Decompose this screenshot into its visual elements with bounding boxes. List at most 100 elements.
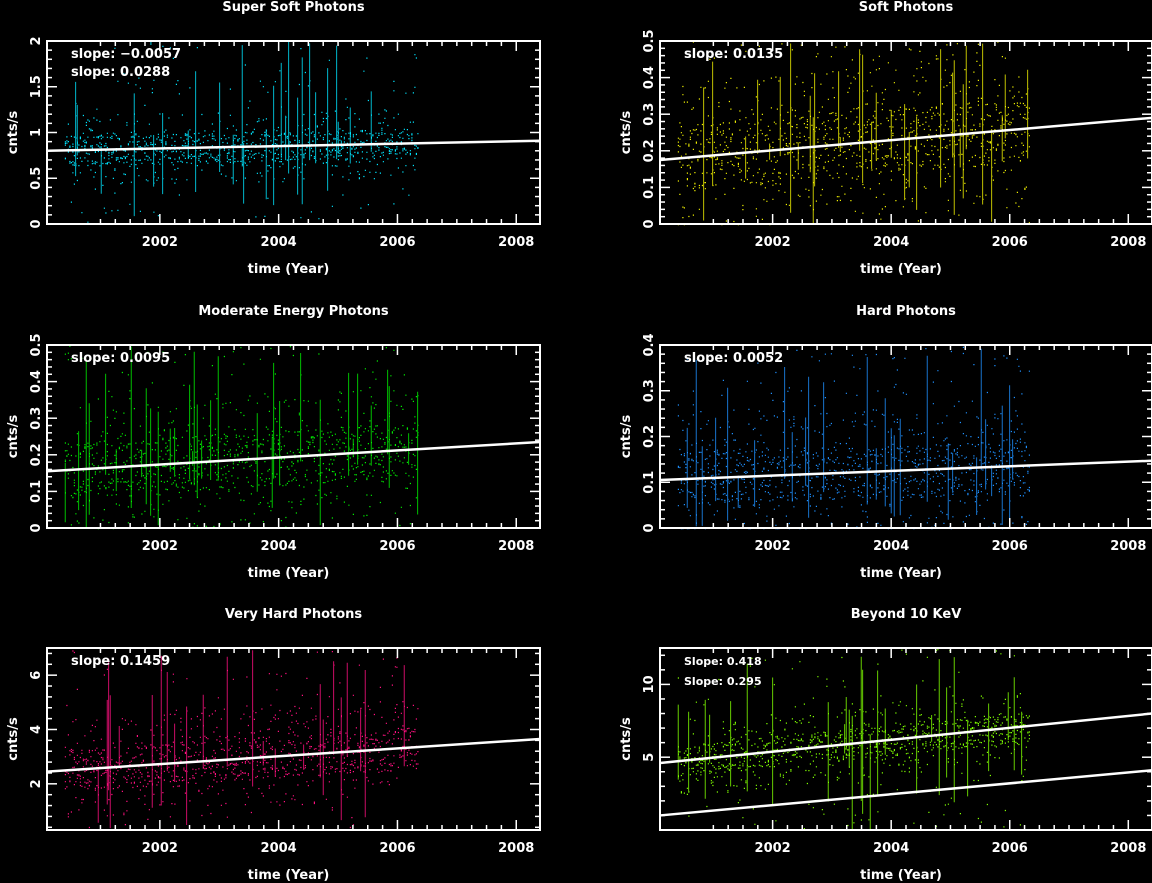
x-tick-label: 2002 — [755, 539, 791, 554]
x-tick-label: 2008 — [498, 235, 534, 250]
y-tick-label: 5 — [642, 753, 657, 762]
plot-frame — [659, 344, 1152, 529]
y-tick-label: 6 — [29, 671, 44, 680]
y-axis-label: cnts/s — [619, 717, 634, 761]
y-tick-label: 0.5 — [29, 167, 44, 190]
y-tick-label: 0.5 — [642, 29, 657, 52]
data-points — [677, 346, 1030, 530]
x-tick-label: 2004 — [873, 841, 909, 856]
x-tick-label: 2008 — [498, 841, 534, 856]
x-axis-label: time (Year) — [248, 868, 330, 883]
x-tick-label: 2008 — [1110, 841, 1146, 856]
x-tick-label: 2004 — [261, 235, 297, 250]
y-tick-label: 0.4 — [642, 333, 657, 356]
slope-annotation: slope: 0.0135 — [684, 47, 783, 62]
y-tick-label: 0.2 — [642, 139, 657, 162]
data-point-cloud — [677, 346, 1030, 530]
fit-line — [659, 116, 1152, 162]
x-tick-label: 2008 — [498, 539, 534, 554]
y-axis-label: cnts/s — [6, 111, 21, 155]
x-axis-label: time (Year) — [860, 868, 942, 883]
slope-annotation: slope: 0.0288 — [71, 65, 170, 80]
y-axis-label: cnts/s — [619, 111, 634, 155]
y-tick-label: 0.3 — [29, 407, 44, 430]
chart-panel: Hard Photons 2002 2004 2006 2008 0 0.1 0.2 0.3 0.… — [619, 304, 1152, 581]
chart-title: Beyond 10 KeV — [851, 607, 962, 622]
x-tick-label: 2006 — [379, 841, 415, 856]
chart-title: Soft Photons — [859, 0, 954, 15]
y-tick-label: 2 — [29, 779, 44, 788]
slope-annotation: slope: 0.0052 — [684, 351, 783, 366]
chart-panel: Very Hard Photons 2002 2004 2006 2008 2 4 6 time… — [6, 607, 541, 883]
x-axis-label: time (Year) — [860, 262, 942, 277]
x-tick-label: 2002 — [755, 235, 791, 250]
data-points — [64, 345, 419, 530]
y-tick-label: 0.2 — [29, 443, 44, 466]
fit-line — [659, 712, 1152, 765]
y-tick-label: 10 — [642, 675, 657, 693]
fit-line — [46, 440, 541, 473]
data-point-cloud — [64, 650, 419, 831]
chart-panel: Soft Photons 2002 2004 2006 2008 0 0.1 0.2 0.3 0.… — [619, 0, 1152, 277]
chart-title: Hard Photons — [856, 304, 956, 319]
chart-panel: Super Soft Photons 2002 2004 2006 2008 0 0.5 1 1… — [6, 0, 541, 277]
y-tick-label: 0.1 — [642, 471, 657, 494]
data-points — [64, 650, 419, 831]
data-point-cloud — [64, 345, 419, 530]
data-points — [64, 42, 419, 225]
y-tick-label: 0.1 — [29, 480, 44, 503]
y-tick-label: 0.3 — [642, 379, 657, 402]
x-tick-label: 2002 — [142, 235, 178, 250]
chart-panel: Beyond 10 KeV 2002 2004 2006 2008 5 10 time (Ye… — [619, 607, 1152, 883]
y-tick-label: 0.4 — [642, 66, 657, 89]
x-tick-label: 2004 — [261, 841, 297, 856]
y-tick-label: 0 — [29, 523, 44, 532]
x-tick-label: 2006 — [379, 235, 415, 250]
x-axis-label: time (Year) — [248, 566, 330, 581]
chart-title: Very Hard Photons — [225, 607, 363, 622]
plot-frame — [659, 40, 1152, 225]
y-tick-label: 4 — [29, 725, 44, 734]
x-tick-label: 2006 — [992, 235, 1028, 250]
x-tick-label: 2004 — [261, 539, 297, 554]
y-tick-label: 0 — [29, 219, 44, 228]
chart-panel: Moderate Energy Photons 2002 2004 2006 2008 0… — [6, 304, 541, 581]
y-tick-label: 0.5 — [29, 333, 44, 356]
fit-line — [659, 769, 1152, 817]
chart-title: Super Soft Photons — [222, 0, 364, 15]
x-tick-label: 2004 — [873, 235, 909, 250]
plot-frame — [46, 647, 541, 831]
x-tick-label: 2002 — [142, 841, 178, 856]
y-tick-label: 1.5 — [29, 75, 44, 98]
chart-title: Moderate Energy Photons — [198, 304, 389, 319]
x-tick-label: 2002 — [755, 841, 791, 856]
x-tick-label: 2006 — [992, 841, 1028, 856]
slope-annotation: slope: 0.1459 — [71, 654, 170, 669]
slope-annotation: Slope: 0.418 — [684, 655, 762, 668]
x-tick-label: 2004 — [873, 539, 909, 554]
x-axis-label: time (Year) — [860, 566, 942, 581]
y-tick-label: 0 — [642, 219, 657, 228]
y-tick-label: 0.3 — [642, 103, 657, 126]
x-tick-label: 2006 — [379, 539, 415, 554]
slope-annotation: Slope: 0.295 — [684, 675, 762, 688]
x-tick-label: 2006 — [992, 539, 1028, 554]
y-axis-label: cnts/s — [6, 717, 21, 761]
y-axis-label: cnts/s — [619, 415, 634, 459]
fit-line — [46, 139, 541, 153]
fit-line — [659, 459, 1152, 482]
y-tick-label: 0.4 — [29, 370, 44, 393]
x-tick-label: 2008 — [1110, 235, 1146, 250]
y-tick-label: 2 — [29, 36, 44, 45]
fit-line — [46, 737, 541, 773]
slope-annotation: slope: −0.0057 — [71, 47, 181, 62]
x-tick-label: 2002 — [142, 539, 178, 554]
data-point-cloud — [64, 42, 419, 225]
y-tick-label: 0.1 — [642, 176, 657, 199]
y-tick-label: 0 — [642, 523, 657, 532]
y-tick-label: 0.2 — [642, 425, 657, 448]
x-axis-label: time (Year) — [248, 262, 330, 277]
y-axis-label: cnts/s — [6, 415, 21, 459]
y-tick-label: 1 — [29, 128, 44, 137]
